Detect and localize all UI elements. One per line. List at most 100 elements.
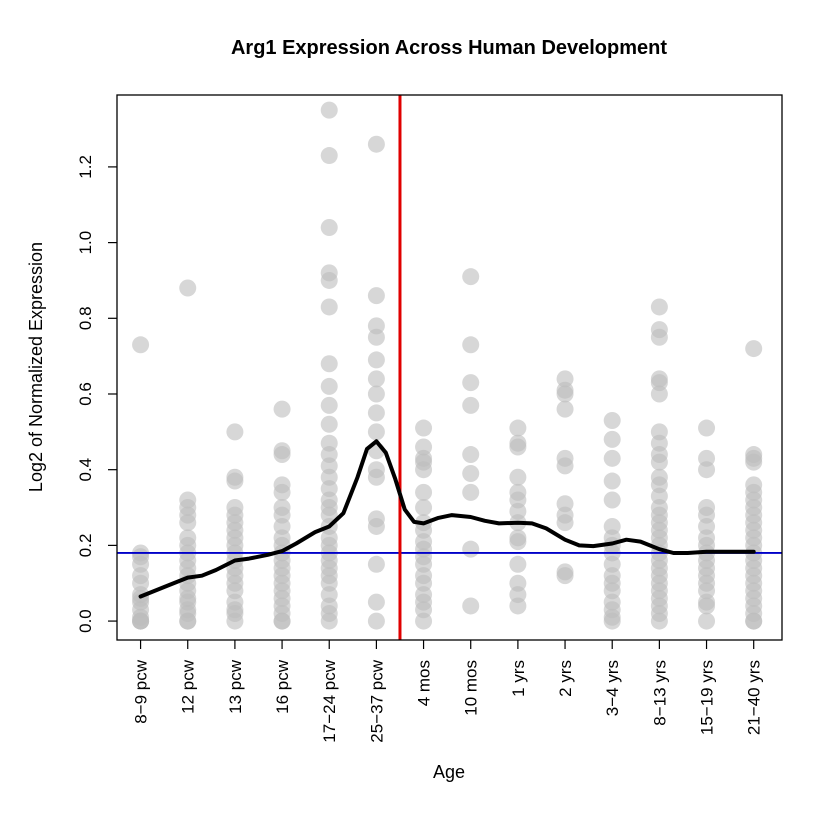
data-point bbox=[367, 612, 385, 630]
data-point bbox=[462, 336, 480, 354]
data-point bbox=[556, 457, 574, 475]
x-tick-label: 17−24 pcw bbox=[320, 659, 339, 742]
data-point bbox=[556, 400, 574, 418]
data-point bbox=[603, 612, 621, 630]
data-point bbox=[415, 483, 433, 501]
x-tick-label: 25−37 pcw bbox=[367, 659, 386, 742]
data-point bbox=[273, 483, 291, 501]
x-tick-label: 16 pcw bbox=[273, 659, 292, 714]
data-point bbox=[226, 472, 244, 490]
data-point bbox=[320, 612, 338, 630]
data-point bbox=[367, 517, 385, 535]
x-tick-label: 2 yrs bbox=[556, 660, 575, 697]
data-point bbox=[415, 419, 433, 437]
data-point bbox=[462, 483, 480, 501]
x-axis: 8−9 pcw 12 pcw 13 pcw 16 pcw 17−24 pcw 25−37 … bbox=[132, 640, 764, 743]
data-point bbox=[367, 351, 385, 369]
data-point bbox=[698, 612, 716, 630]
data-point bbox=[462, 464, 480, 482]
data-point bbox=[509, 419, 527, 437]
data-point bbox=[320, 271, 338, 289]
data-point bbox=[273, 446, 291, 464]
data-point bbox=[650, 453, 668, 471]
data-point bbox=[273, 400, 291, 418]
data-point bbox=[745, 340, 763, 358]
data-point bbox=[320, 415, 338, 433]
y-tick-label: 0.2 bbox=[76, 534, 95, 558]
data-point bbox=[603, 411, 621, 429]
data-point bbox=[462, 268, 480, 286]
data-point bbox=[132, 612, 150, 630]
y-tick-label: 1.2 bbox=[76, 155, 95, 179]
x-tick-label: 13 pcw bbox=[226, 659, 245, 714]
data-point bbox=[745, 453, 763, 471]
data-point bbox=[320, 101, 338, 119]
y-axis-label: Log2 of Normalized Expression bbox=[26, 242, 46, 492]
y-tick-label: 1.0 bbox=[76, 231, 95, 255]
data-point bbox=[367, 385, 385, 403]
data-point bbox=[462, 446, 480, 464]
y-tick-label: 0.6 bbox=[76, 382, 95, 406]
data-point bbox=[320, 355, 338, 373]
data-point bbox=[367, 370, 385, 388]
data-point bbox=[462, 597, 480, 615]
data-point bbox=[367, 404, 385, 422]
x-tick-label: 1 yrs bbox=[509, 660, 528, 697]
data-point bbox=[556, 514, 574, 532]
plot-frame bbox=[116, 94, 783, 641]
data-point bbox=[556, 385, 574, 403]
data-point bbox=[745, 612, 763, 630]
y-tick-label: 0.0 bbox=[76, 609, 95, 633]
data-point bbox=[462, 374, 480, 392]
data-point bbox=[509, 597, 527, 615]
data-point bbox=[556, 567, 574, 585]
x-tick-label: 21−40 yrs bbox=[745, 660, 764, 735]
data-point bbox=[650, 385, 668, 403]
data-point bbox=[367, 287, 385, 305]
data-point bbox=[415, 499, 433, 517]
x-tick-label: 10 mos bbox=[462, 660, 481, 716]
data-point bbox=[226, 423, 244, 441]
data-point bbox=[132, 336, 150, 354]
x-tick-label: 4 mos bbox=[415, 660, 434, 706]
data-point bbox=[415, 461, 433, 479]
data-point bbox=[509, 438, 527, 456]
data-point bbox=[320, 377, 338, 395]
x-tick-label: 8−13 yrs bbox=[650, 660, 669, 726]
data-point bbox=[650, 298, 668, 316]
data-point bbox=[603, 491, 621, 509]
x-tick-label: 12 pcw bbox=[179, 659, 198, 714]
y-tick-label: 0.8 bbox=[76, 306, 95, 330]
data-point bbox=[462, 540, 480, 558]
x-tick-label: 3−4 yrs bbox=[603, 660, 622, 716]
data-point bbox=[367, 555, 385, 573]
data-point bbox=[698, 461, 716, 479]
data-point bbox=[367, 328, 385, 346]
data-point bbox=[179, 514, 197, 532]
data-point bbox=[320, 298, 338, 316]
data-point bbox=[603, 472, 621, 490]
data-point bbox=[367, 468, 385, 486]
data-point bbox=[650, 328, 668, 346]
data-point bbox=[509, 468, 527, 486]
data-point bbox=[320, 218, 338, 236]
reference-lines bbox=[117, 95, 782, 640]
chart-title: Arg1 Expression Across Human Development bbox=[231, 37, 667, 59]
points-layer bbox=[132, 101, 763, 630]
data-point bbox=[320, 147, 338, 165]
data-point bbox=[226, 612, 244, 630]
data-point bbox=[509, 533, 527, 551]
y-axis: 0.0 0.2 0.4 0.6 0.8 1.0 1.2 bbox=[76, 155, 117, 633]
trend-line bbox=[138, 439, 756, 599]
y-tick-label: 0.4 bbox=[76, 458, 95, 482]
data-point bbox=[462, 396, 480, 414]
data-point bbox=[320, 396, 338, 414]
data-point bbox=[698, 419, 716, 437]
data-point bbox=[603, 449, 621, 467]
data-point bbox=[273, 612, 291, 630]
x-tick-label: 8−9 pcw bbox=[132, 659, 151, 724]
x-axis-label: Age bbox=[433, 762, 465, 782]
data-point bbox=[509, 555, 527, 573]
data-point bbox=[415, 612, 433, 630]
data-point bbox=[367, 593, 385, 611]
